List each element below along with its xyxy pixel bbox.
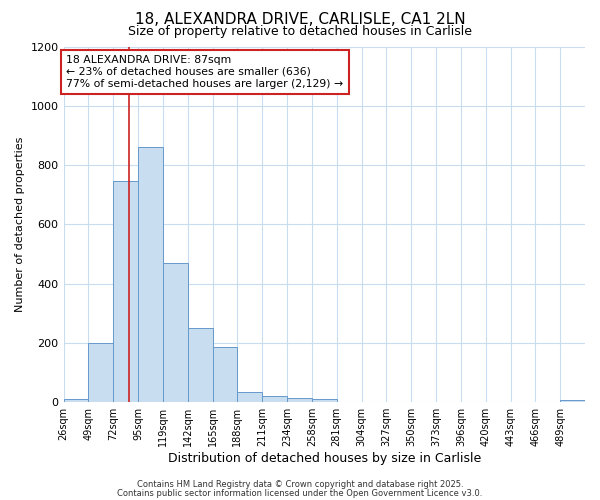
Bar [138, 148, 163, 402]
Bar [64, 399, 88, 402]
Bar [262, 396, 287, 402]
Bar [212, 348, 238, 402]
Text: 18, ALEXANDRA DRIVE, CARLISLE, CA1 2LN: 18, ALEXANDRA DRIVE, CARLISLE, CA1 2LN [134, 12, 466, 28]
Bar [163, 263, 188, 402]
Bar [88, 343, 113, 402]
Bar [560, 400, 585, 402]
Text: 18 ALEXANDRA DRIVE: 87sqm
← 23% of detached houses are smaller (636)
77% of semi: 18 ALEXANDRA DRIVE: 87sqm ← 23% of detac… [66, 56, 343, 88]
Bar [188, 328, 212, 402]
Text: Contains public sector information licensed under the Open Government Licence v3: Contains public sector information licen… [118, 488, 482, 498]
X-axis label: Distribution of detached houses by size in Carlisle: Distribution of detached houses by size … [167, 452, 481, 465]
Text: Contains HM Land Registry data © Crown copyright and database right 2025.: Contains HM Land Registry data © Crown c… [137, 480, 463, 489]
Bar [287, 398, 312, 402]
Bar [238, 392, 262, 402]
Text: Size of property relative to detached houses in Carlisle: Size of property relative to detached ho… [128, 25, 472, 38]
Y-axis label: Number of detached properties: Number of detached properties [15, 136, 25, 312]
Bar [113, 182, 138, 402]
Bar [312, 398, 337, 402]
